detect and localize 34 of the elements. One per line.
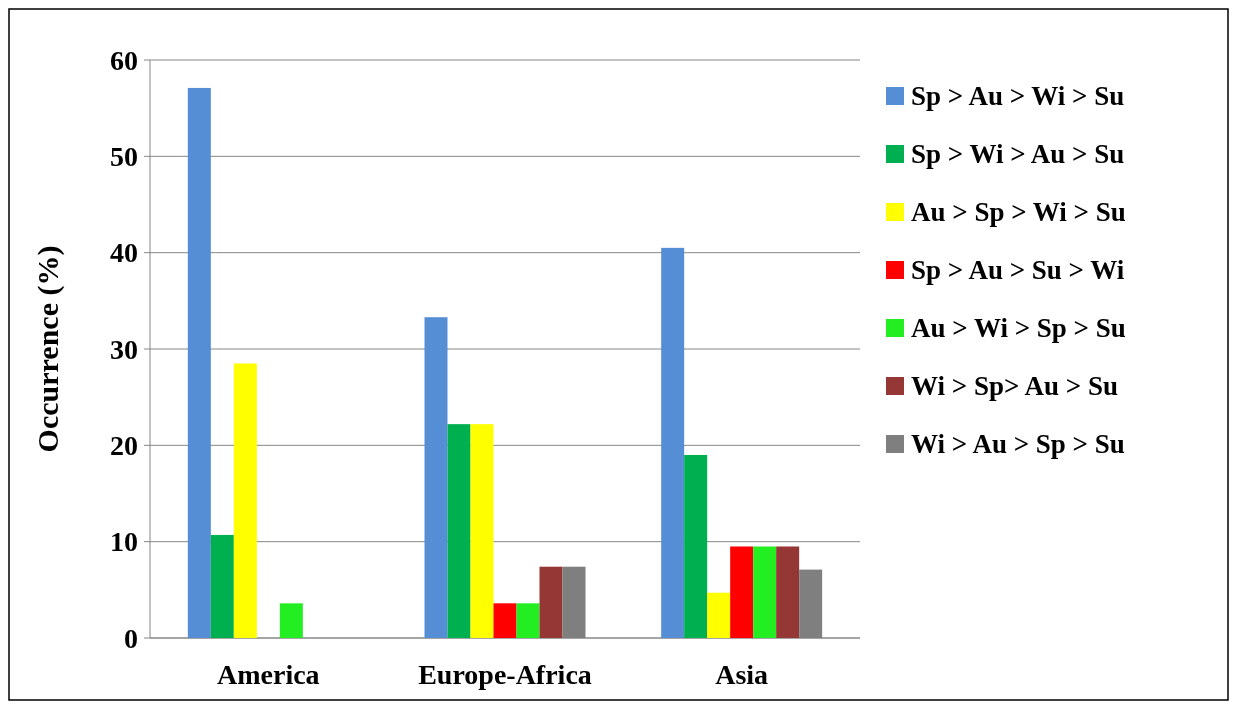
bar xyxy=(279,603,303,638)
legend-label: Au > Sp > Wi > Su xyxy=(911,197,1126,228)
x-tick-label: America xyxy=(217,659,320,690)
bar xyxy=(470,424,494,638)
y-tick-label: 20 xyxy=(110,430,138,462)
y-tick-label: 30 xyxy=(110,333,138,365)
bar xyxy=(233,363,257,638)
x-tick-label: Asia xyxy=(715,659,769,690)
legend-label: Wi > Sp> Au > Su xyxy=(911,371,1119,402)
bar xyxy=(210,534,234,638)
y-tick-label: 40 xyxy=(110,237,138,269)
bar xyxy=(447,424,471,638)
bar xyxy=(707,592,731,638)
bar xyxy=(661,247,685,638)
bar xyxy=(424,317,448,638)
legend-label: Wi > Au > Sp > Su xyxy=(911,429,1125,460)
y-axis-title: Occurrence (%) xyxy=(31,245,65,453)
y-tick-label: 10 xyxy=(110,526,138,558)
bar xyxy=(684,454,708,638)
legend-label: Sp > Au > Wi > Su xyxy=(911,81,1125,112)
y-tick-label: 0 xyxy=(124,622,138,654)
bar xyxy=(753,546,777,638)
y-tick-label: 50 xyxy=(110,141,138,173)
bar xyxy=(516,603,540,638)
bar xyxy=(539,566,563,638)
bar xyxy=(776,546,800,638)
legend-label: Au > Wi > Sp > Su xyxy=(911,313,1126,344)
y-tick-label: 60 xyxy=(110,44,138,76)
legend-label: Sp > Au > Su > Wi xyxy=(911,255,1125,286)
bar xyxy=(187,87,211,638)
bar xyxy=(730,546,754,638)
legend-label: Sp > Wi > Au > Su xyxy=(911,139,1125,170)
bar xyxy=(493,603,517,638)
x-tick-label: Europe-Africa xyxy=(418,659,592,690)
